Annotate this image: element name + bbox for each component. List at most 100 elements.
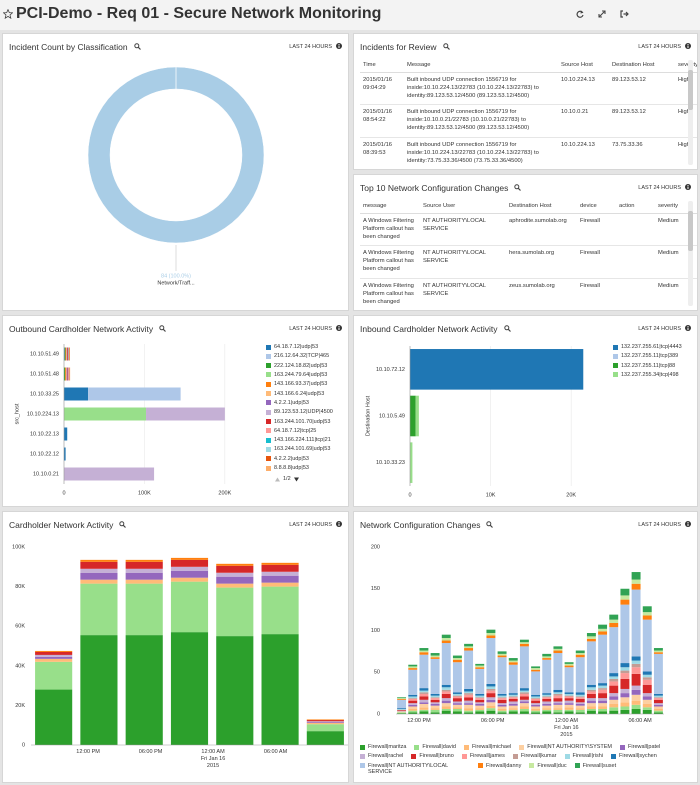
bar-segment xyxy=(410,349,584,390)
favorite-star[interactable] xyxy=(3,9,13,19)
bar-segment xyxy=(486,697,496,700)
bar-segment xyxy=(441,643,451,685)
bar-segment xyxy=(609,696,619,700)
legend-item[interactable]: Firewall|NT AUTHORITY\LOCAL SERVICE xyxy=(360,763,470,776)
table-cell xyxy=(616,245,655,279)
bar-segment xyxy=(464,688,474,692)
legend-item[interactable]: 132.237.255.11|tcp|389 xyxy=(613,353,693,359)
bar-segment xyxy=(609,703,619,708)
info-icon[interactable] xyxy=(336,521,342,527)
bar-segment xyxy=(486,710,496,714)
legend-item[interactable]: 163.244.101.70|udp|53 xyxy=(266,419,348,425)
legend-item[interactable]: Firewall|bruno xyxy=(411,753,454,759)
search-icon[interactable] xyxy=(442,43,450,50)
scrollbar-thumb[interactable] xyxy=(688,211,693,251)
legend-item[interactable]: 132.237.255.34|tcp|498 xyxy=(613,372,693,378)
bar-segment xyxy=(631,708,641,714)
legend-item[interactable]: 222.124.18.82|udp|53 xyxy=(266,363,348,369)
legend-item[interactable]: 143.166.93.37|udp|53 xyxy=(266,381,348,387)
search-icon[interactable] xyxy=(119,521,127,528)
info-icon[interactable] xyxy=(685,184,691,190)
legend-item[interactable]: Firewall|maritza xyxy=(360,744,406,750)
legend-item[interactable]: 163.244.79.64|udp|53 xyxy=(266,372,348,378)
legend-item[interactable]: 216.12.64.32|TCP|465 xyxy=(266,353,348,359)
legend-item[interactable]: 4.2.2.2|udp|53 xyxy=(266,456,348,462)
legend-item[interactable]: 64.18.7.12|tcp|25 xyxy=(266,428,348,434)
legend-item[interactable]: 89.123.53.12|UDP|4500 xyxy=(266,409,348,415)
pager-prev[interactable] xyxy=(275,477,280,482)
legend-item[interactable]: Firewall|NT AUTHORITY\SYSTEM xyxy=(519,744,612,750)
search-icon[interactable] xyxy=(503,325,511,332)
search-icon[interactable] xyxy=(486,521,494,528)
info-icon[interactable] xyxy=(336,43,342,49)
legend-item[interactable]: 143.166.6.24|udp|53 xyxy=(266,391,348,397)
chart: 0 10K 20K 10.10.72.12 10.10.5.49 10.10.33.23 D… xyxy=(365,346,584,498)
legend-row: Firewall|maritza Firewall|david Firewall|m… xyxy=(360,744,694,778)
bar-segment xyxy=(464,704,474,709)
info-icon[interactable] xyxy=(685,43,691,49)
legend-item[interactable]: 4.2.2.1|udp|53 xyxy=(266,400,348,406)
table-cell: 10.10.224.13 xyxy=(558,137,609,169)
legend-item[interactable]: 64.18.7.12|udp|53 xyxy=(266,344,348,350)
x-tick-label: 06:00 AM xyxy=(263,749,288,755)
legend-item[interactable]: Firewall|suset xyxy=(574,763,616,776)
legend-item[interactable]: 143.166.224.111|tcp|21 xyxy=(266,437,348,443)
bar-segment xyxy=(575,705,585,709)
icon-shape xyxy=(159,325,165,331)
fullscreen-icon[interactable] xyxy=(598,10,606,18)
bar-segment xyxy=(419,690,429,693)
refresh-icon[interactable] xyxy=(576,10,584,18)
scrollbar-thumb[interactable] xyxy=(688,70,693,110)
legend-item[interactable]: Firewall|michael xyxy=(463,744,511,750)
bar-segment xyxy=(408,703,418,705)
legend-item[interactable]: Firewall|sychen xyxy=(610,753,657,759)
legend-item[interactable]: Firewall|rishi xyxy=(564,753,603,759)
bar-segment xyxy=(88,387,181,401)
bar-segment xyxy=(497,657,507,694)
legend-item[interactable]: 132.237.255.61|tcp|4443 xyxy=(613,344,693,350)
search-icon[interactable] xyxy=(514,184,522,191)
info-icon[interactable] xyxy=(336,325,342,331)
bar-segment xyxy=(408,706,418,709)
legend-item[interactable]: Firewall|james xyxy=(461,753,505,759)
panel-body: 0 20K 40K 60K 80K 100K 12:00 PM 06:00 PM 12:00 A… xyxy=(3,538,348,782)
bar-segment xyxy=(125,635,163,745)
pager-next[interactable] xyxy=(293,477,299,482)
info-icon[interactable] xyxy=(685,325,691,331)
bar-segment xyxy=(542,711,552,714)
exit-icon[interactable] xyxy=(620,10,629,18)
bar-segment xyxy=(553,692,563,694)
bar-segment xyxy=(564,662,574,664)
legend-swatch xyxy=(478,763,483,769)
legend-item[interactable]: Firewall|david xyxy=(414,744,456,750)
legend-swatch xyxy=(414,744,420,750)
bar-segment xyxy=(452,692,462,694)
bar-segment xyxy=(508,696,518,698)
bar-segment xyxy=(609,622,619,628)
legend-item[interactable]: 8.8.8.8|udp|53 xyxy=(266,465,348,471)
legend-item[interactable]: 132.237.255.11|tcp|88 xyxy=(613,363,693,369)
slice-label: Network/Traff... xyxy=(157,280,195,286)
legend-item[interactable]: Firewall|duc xyxy=(529,763,567,776)
legend-item[interactable]: Firewall|rachel xyxy=(360,753,403,759)
legend-item[interactable]: Firewall|patel xyxy=(620,744,660,750)
table-cell: 10.10.0.21 xyxy=(558,104,609,138)
legend-swatch xyxy=(529,763,535,769)
bar-segment xyxy=(486,702,496,706)
bar-segment xyxy=(419,693,429,697)
bar-segment xyxy=(519,688,529,691)
legend-label: 4.2.2.1|udp|53 xyxy=(274,399,309,406)
legend-item[interactable]: 163.244.101.69|udp|53 xyxy=(266,446,348,452)
legend-item[interactable]: Firewall|kumar xyxy=(512,753,557,759)
search-icon[interactable] xyxy=(133,43,141,50)
x-tick-label: 06:00 AM xyxy=(628,718,652,724)
bar-segment xyxy=(69,367,70,381)
bar-segment xyxy=(531,666,541,669)
legend-item[interactable]: Firewall|danny xyxy=(478,763,521,776)
info-icon[interactable] xyxy=(685,521,691,527)
bar-segment xyxy=(519,693,529,697)
bar-segment xyxy=(464,643,474,647)
bar-segment xyxy=(620,670,630,674)
search-icon[interactable] xyxy=(159,325,167,332)
bar-segment xyxy=(531,703,541,705)
